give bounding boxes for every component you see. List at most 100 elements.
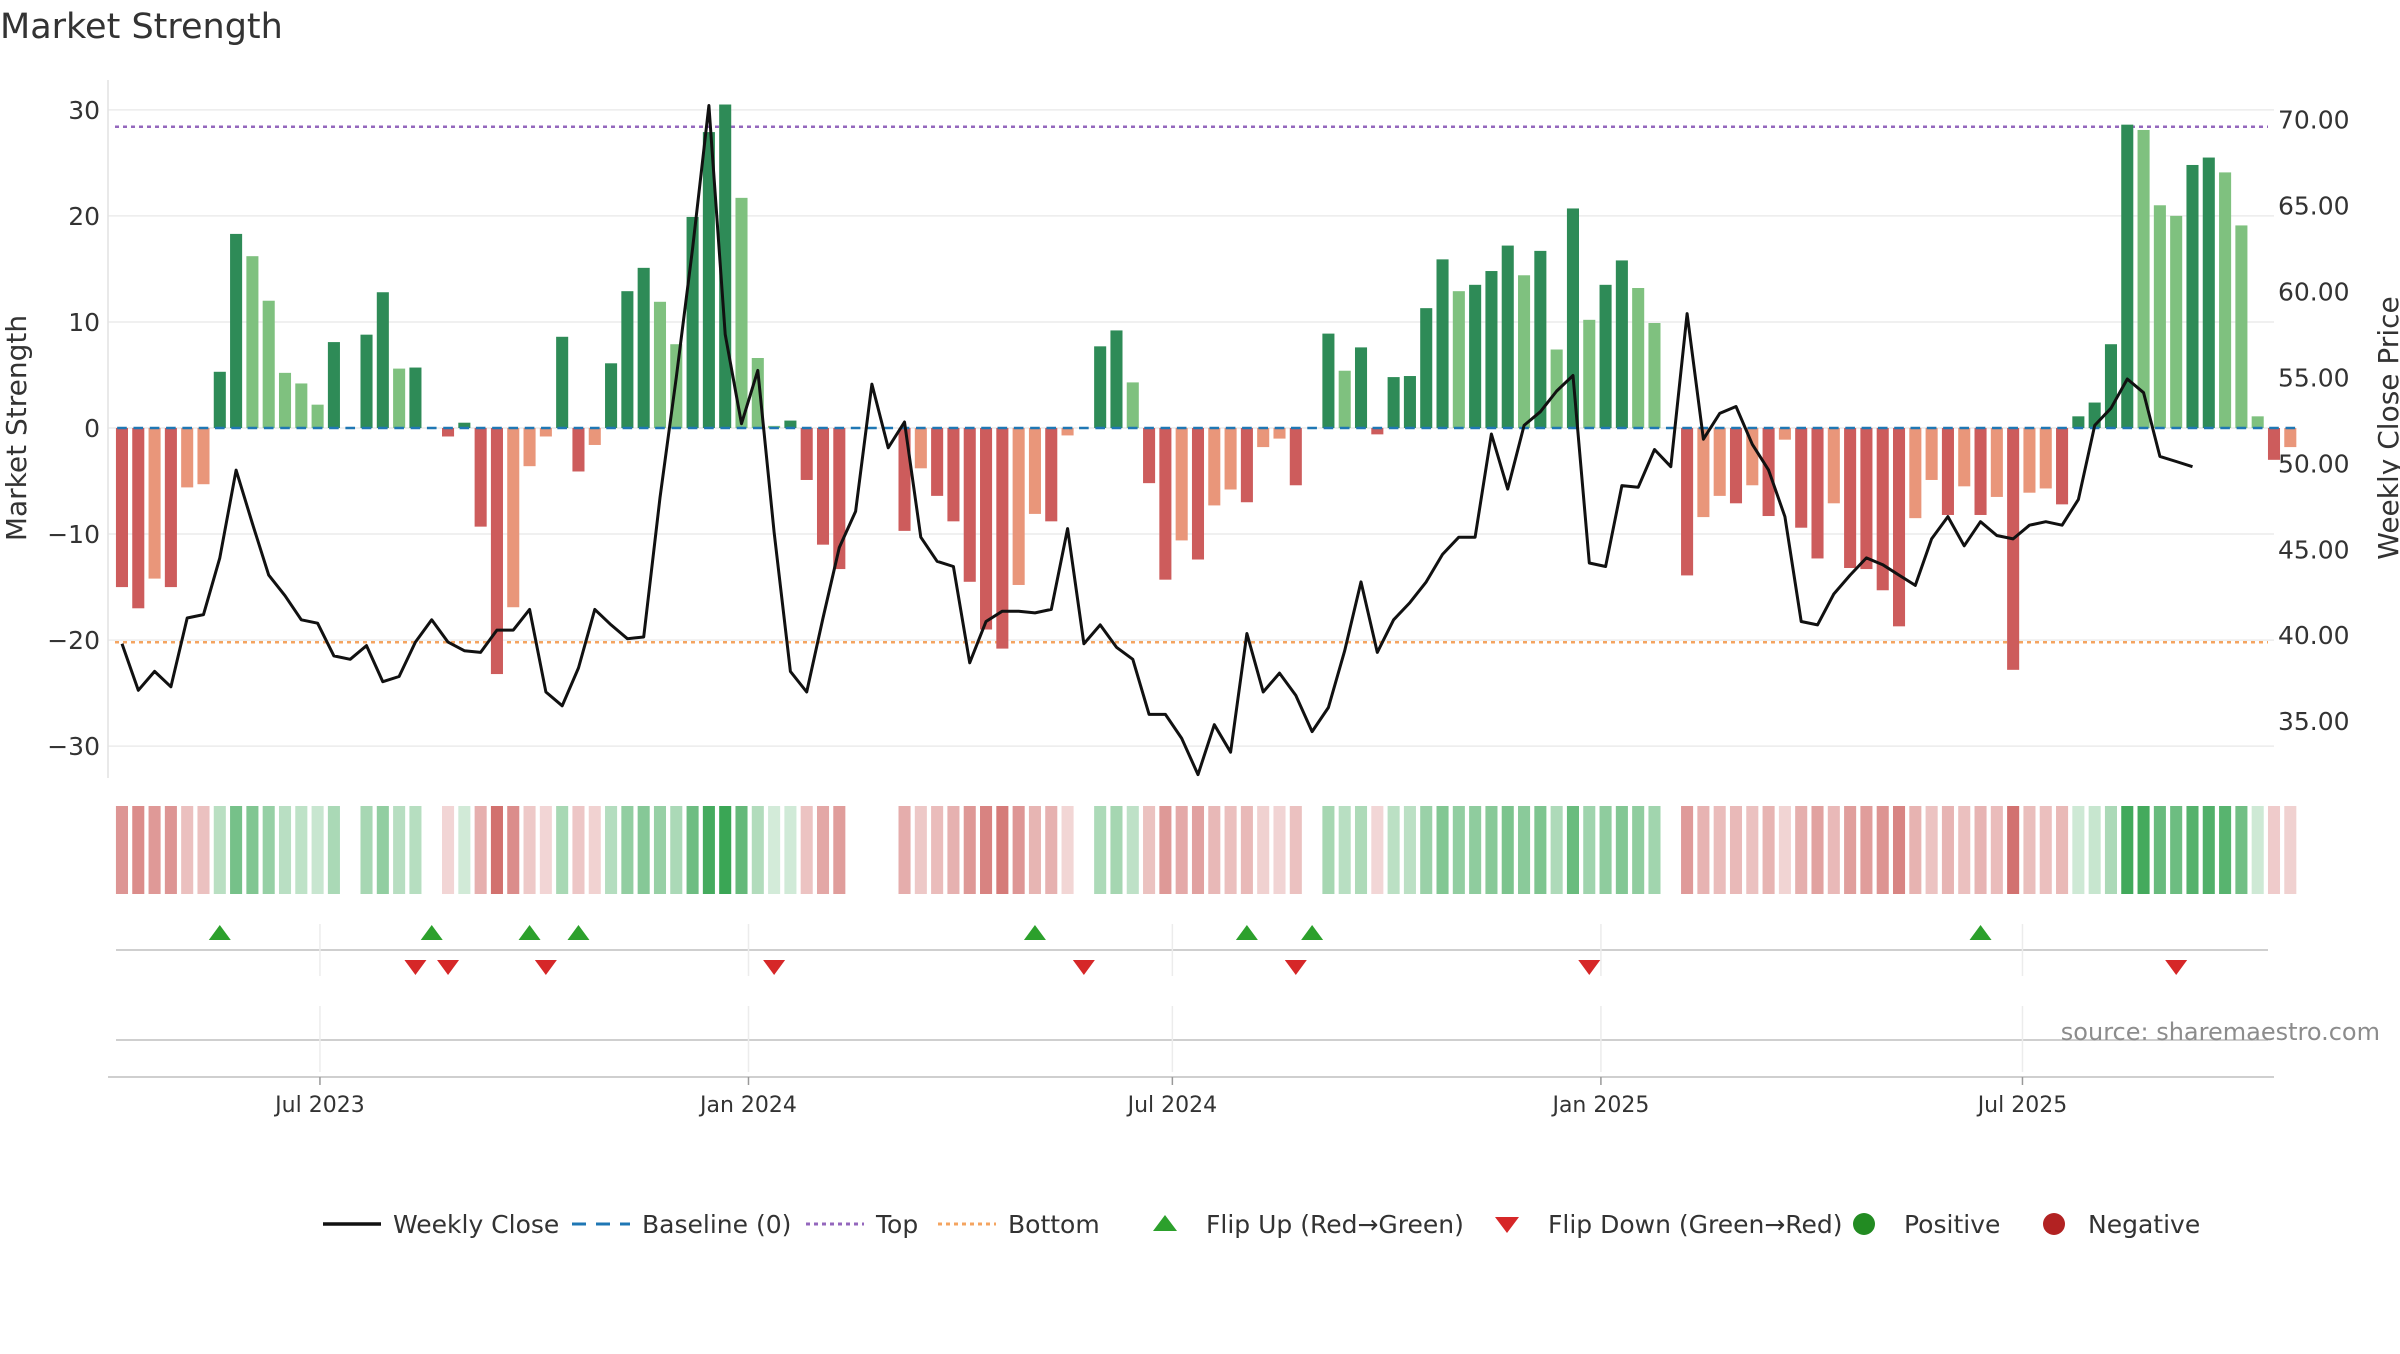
strength-bar bbox=[735, 197, 748, 428]
strip-cell bbox=[898, 806, 911, 894]
x-tick-label: Jul 2024 bbox=[1126, 1093, 1218, 1118]
strength-bar bbox=[1420, 308, 1433, 428]
strip-cell bbox=[833, 806, 846, 894]
strength-bar bbox=[1892, 428, 1906, 627]
strip-cell bbox=[1175, 806, 1188, 894]
strength-bar bbox=[1632, 288, 1645, 428]
strength-bar bbox=[539, 428, 552, 437]
strip-cell bbox=[1403, 806, 1416, 894]
flip-down-marker bbox=[404, 960, 427, 975]
strip-cell bbox=[637, 806, 650, 894]
y-tick-right: 35.00 bbox=[2278, 707, 2350, 736]
strip-cell bbox=[996, 806, 1009, 894]
strength-bar bbox=[816, 428, 830, 545]
strength-bar bbox=[295, 383, 308, 428]
strip-cell bbox=[1681, 806, 1694, 894]
strip-cell bbox=[2170, 806, 2183, 894]
y-tick-right: 45.00 bbox=[2278, 535, 2350, 564]
strength-bar bbox=[1844, 428, 1857, 568]
strength-bar bbox=[833, 428, 846, 570]
strip-cell bbox=[1648, 806, 1661, 894]
strength-bar bbox=[1045, 428, 1058, 522]
strip-cell bbox=[539, 806, 552, 894]
strip-cell bbox=[572, 806, 585, 894]
strip-cell bbox=[1974, 806, 1987, 894]
strip-cell bbox=[2186, 806, 2199, 894]
strength-bar bbox=[1941, 428, 1954, 515]
strength-bar bbox=[1909, 428, 1922, 519]
strength-bar bbox=[1354, 347, 1368, 428]
legend-swatch-negative bbox=[2043, 1213, 2065, 1235]
strength-bar bbox=[148, 428, 161, 579]
y-tick-left: 10 bbox=[68, 308, 100, 337]
strength-bar bbox=[1550, 349, 1563, 428]
strip-cell bbox=[1958, 806, 1971, 894]
strength-bar bbox=[2023, 428, 2036, 493]
strip-cell bbox=[115, 806, 129, 894]
strength-bar bbox=[1811, 428, 1824, 559]
strip-cell bbox=[1501, 806, 1514, 894]
strip-cell bbox=[1746, 806, 1759, 894]
strength-bar bbox=[2137, 129, 2150, 428]
strip-cell bbox=[1338, 806, 1351, 894]
strength-bar bbox=[327, 342, 340, 428]
strip-cell bbox=[816, 806, 830, 894]
strip-cell bbox=[1420, 806, 1433, 894]
strip-cell bbox=[1583, 806, 1596, 894]
strip-cell bbox=[148, 806, 161, 894]
flip-down-marker bbox=[763, 960, 786, 975]
strength-bar bbox=[1403, 376, 1416, 428]
axes-layer: 30 20 10 0 −10 −20 −30 70.00 65.00 60.00 55.00 50.0… bbox=[47, 80, 2350, 778]
strength-bar bbox=[653, 301, 667, 428]
flip-up-marker bbox=[1301, 925, 1324, 940]
strip-cell bbox=[442, 806, 455, 894]
strength-bar bbox=[1012, 428, 1025, 585]
strength-bar bbox=[197, 428, 210, 485]
strength-bar bbox=[2007, 428, 2020, 670]
strength-bar bbox=[1289, 428, 1302, 486]
strength-bar bbox=[980, 428, 993, 630]
strength-bar bbox=[278, 372, 292, 428]
strength-bar bbox=[507, 428, 520, 608]
strength-bar bbox=[1191, 428, 1205, 560]
strength-bar bbox=[1958, 428, 1971, 487]
strip-cell bbox=[751, 806, 764, 894]
strip-cell bbox=[1909, 806, 1922, 894]
strength-bar bbox=[1371, 428, 1384, 435]
strength-bar bbox=[2186, 164, 2199, 428]
strip-cell bbox=[2153, 806, 2166, 894]
strip-cell bbox=[1273, 806, 1286, 894]
strip-cell bbox=[2267, 806, 2281, 894]
strip-cell bbox=[1795, 806, 1808, 894]
flip-up-marker bbox=[420, 925, 443, 940]
strength-bar bbox=[1876, 428, 1889, 591]
strip-cell bbox=[1224, 806, 1237, 894]
strip-cell bbox=[2104, 806, 2117, 894]
strip-cell bbox=[1061, 806, 1074, 894]
flip-up-marker bbox=[1969, 925, 1992, 940]
strength-bar bbox=[2072, 416, 2085, 428]
strength-bar bbox=[1208, 428, 1221, 506]
strength-bar bbox=[931, 428, 944, 496]
strip-cell bbox=[768, 806, 781, 894]
strip-cell bbox=[1191, 806, 1205, 894]
strength-bar bbox=[132, 428, 145, 609]
strength-bar bbox=[393, 368, 406, 428]
y-tick-left: 20 bbox=[68, 202, 100, 231]
strength-bar bbox=[784, 420, 797, 428]
strength-bar bbox=[1175, 428, 1188, 541]
flip-up-marker bbox=[1235, 925, 1258, 940]
strip-cell bbox=[686, 806, 699, 894]
legend-swatch-flip-down bbox=[1495, 1217, 1519, 1233]
x-tick-label: Jan 2024 bbox=[698, 1093, 797, 1118]
strip-cell bbox=[1208, 806, 1221, 894]
strip-cell bbox=[1387, 806, 1400, 894]
strength-bar bbox=[914, 428, 927, 469]
strip-cell bbox=[1028, 806, 1041, 894]
legend-label-negative: Negative bbox=[2088, 1210, 2200, 1239]
strip-cell bbox=[1094, 806, 1107, 894]
strip-cell bbox=[931, 806, 944, 894]
strip-cell bbox=[1518, 806, 1531, 894]
strip-cell bbox=[2202, 806, 2215, 894]
strip-cell bbox=[132, 806, 145, 894]
